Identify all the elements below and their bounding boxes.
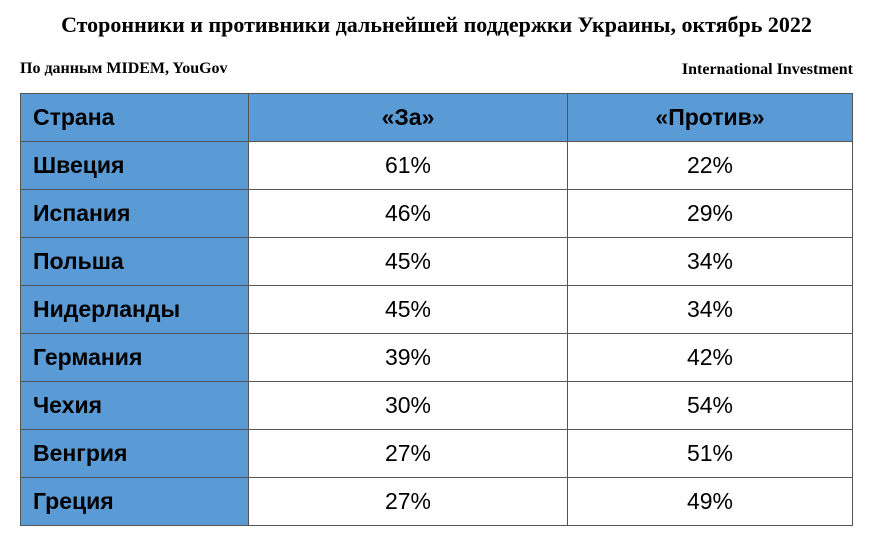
against-value-cell: 51% <box>567 429 853 478</box>
column-header-against: «Против» <box>567 93 853 142</box>
against-value-cell: 22% <box>567 141 853 190</box>
data-table: Страна «За» «Против» Швеция 61% 22% Испания… <box>20 93 853 526</box>
chart-title: Сторонники и противники дальнейшей подде… <box>61 12 812 37</box>
table-row: Швеция 61% 22% <box>20 141 853 190</box>
country-cell: Германия <box>20 333 249 382</box>
against-value-cell: 34% <box>567 285 853 334</box>
for-value-cell: 30% <box>248 381 568 430</box>
table-row: Испания 46% 29% <box>20 189 853 238</box>
table-header-row: Страна «За» «Против» <box>20 93 853 142</box>
for-value-cell: 27% <box>248 477 568 526</box>
against-value-cell: 49% <box>567 477 853 526</box>
country-cell: Венгрия <box>20 429 249 478</box>
for-value-cell: 61% <box>248 141 568 190</box>
against-value-cell: 54% <box>567 381 853 430</box>
table-row: Польша 45% 34% <box>20 237 853 286</box>
country-cell: Греция <box>20 477 249 526</box>
country-cell: Польша <box>20 237 249 286</box>
against-value-cell: 34% <box>567 237 853 286</box>
publisher-credit: International Investment <box>681 61 853 78</box>
column-header-for: «За» <box>248 93 568 142</box>
for-value-cell: 46% <box>248 189 568 238</box>
country-cell: Швеция <box>20 141 249 190</box>
against-value-cell: 42% <box>567 333 853 382</box>
table-row: Германия 39% 42% <box>20 333 853 382</box>
column-header-country: Страна <box>20 93 249 142</box>
country-cell: Испания <box>20 189 249 238</box>
source-note: По данным MIDEM, YouGov <box>20 60 228 77</box>
for-value-cell: 39% <box>248 333 568 382</box>
table-row: Венгрия 27% 51% <box>20 429 853 478</box>
country-cell: Нидерланды <box>20 285 249 334</box>
country-cell: Чехия <box>20 381 249 430</box>
table-row: Греция 27% 49% <box>20 477 853 526</box>
table-row: Нидерланды 45% 34% <box>20 285 853 334</box>
for-value-cell: 45% <box>248 285 568 334</box>
against-value-cell: 29% <box>567 189 853 238</box>
for-value-cell: 27% <box>248 429 568 478</box>
for-value-cell: 45% <box>248 237 568 286</box>
table-row: Чехия 30% 54% <box>20 381 853 430</box>
